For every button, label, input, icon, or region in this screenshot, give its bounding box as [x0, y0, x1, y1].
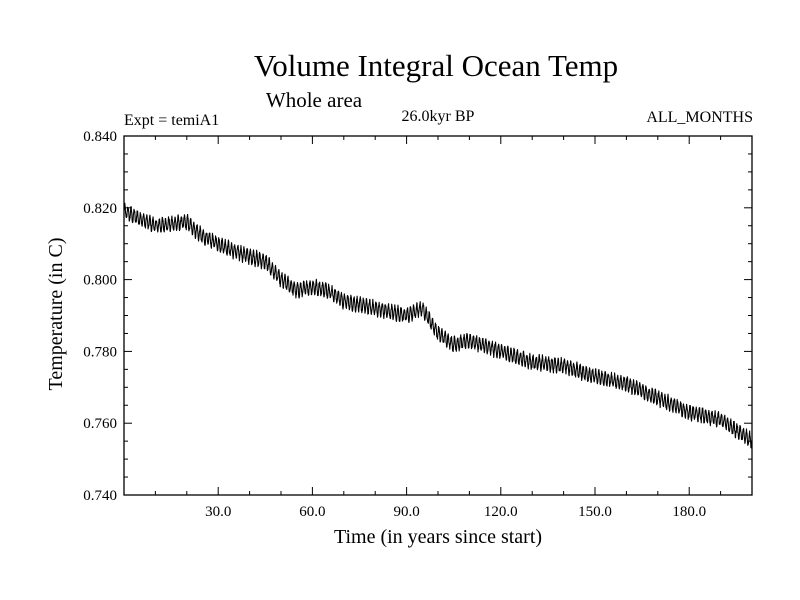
x-tick-label: 60.0 — [299, 504, 325, 520]
y-tick-label: 0.840 — [83, 129, 117, 145]
plot-area: 30.0 60.0 90.0 120.0 150.0 180.0 0.740 0.760 0.7… — [83, 129, 753, 520]
y-axis-label: Temperature (in C) — [45, 238, 67, 391]
y-tick-label: 0.740 — [83, 488, 117, 504]
chart-title: Volume Integral Ocean Temp — [254, 48, 618, 83]
period-label: 26.0kyr BP — [402, 108, 475, 125]
x-tick-label: 120.0 — [484, 504, 518, 520]
series-line — [124, 202, 752, 449]
x-tick-label: 30.0 — [205, 504, 231, 520]
y-tick-label: 0.760 — [83, 416, 117, 432]
x-tick-label: 90.0 — [393, 504, 419, 520]
plot-frame — [123, 135, 753, 496]
x-tick-label: 150.0 — [578, 504, 612, 520]
y-tick-label: 0.820 — [83, 201, 117, 217]
experiment-label: Expt = temiA1 — [124, 112, 219, 129]
y-tick-label: 0.800 — [83, 273, 117, 289]
x-tick-label: 180.0 — [672, 504, 706, 520]
months-label: ALL_MONTHS — [646, 109, 753, 126]
x-axis-label: Time (in years since start) — [334, 526, 542, 548]
y-tick-label: 0.780 — [83, 344, 117, 360]
chart-subtitle: Whole area — [266, 88, 363, 112]
